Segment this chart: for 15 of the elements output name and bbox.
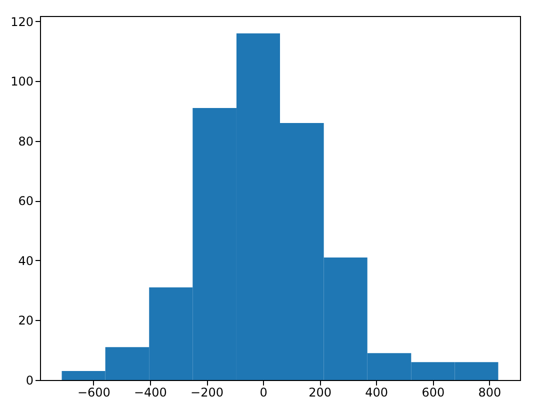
y-tick-label: 20 — [18, 314, 34, 328]
y-tick-label: 120 — [10, 14, 34, 29]
x-tick-label: 800 — [478, 386, 502, 400]
x-tick-label: −600 — [77, 386, 110, 400]
x-tick-label: 0 — [260, 386, 268, 400]
x-tick-label: 400 — [365, 386, 388, 400]
y-tick-label: 60 — [18, 194, 34, 208]
y-tick-label: 80 — [18, 134, 34, 148]
y-tick-label: 40 — [18, 254, 34, 268]
x-tick-label: −400 — [134, 386, 167, 400]
x-tick-label: 200 — [308, 386, 332, 400]
x-tick-label: 600 — [422, 386, 445, 400]
x-tick-label: −200 — [190, 386, 224, 400]
y-tick-label: 100 — [10, 74, 34, 89]
y-tick-label: 0 — [26, 374, 34, 388]
